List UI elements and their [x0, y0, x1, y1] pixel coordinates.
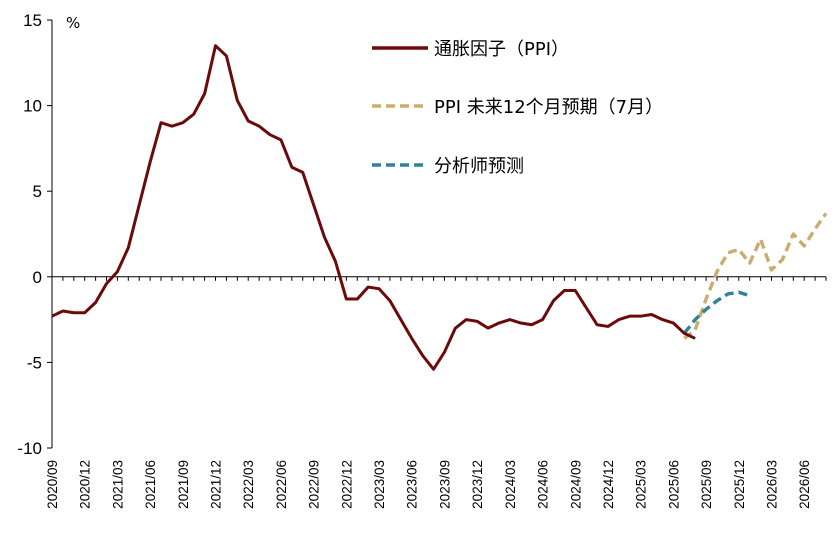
x-tick-label: 2025/09 [699, 460, 714, 509]
x-tick-label: 2024/09 [568, 460, 583, 509]
x-tick-label: 2020/09 [45, 460, 60, 509]
y-tick-label: 5 [33, 182, 42, 201]
x-tick-label: 2026/03 [764, 460, 779, 509]
legend: 通胀因子（PPI） PPI 未来12个月预期（7月） 分析师预测 [372, 39, 663, 177]
x-tick-label: 2023/03 [372, 460, 387, 509]
x-tick-label: 2023/06 [405, 460, 420, 509]
legend-label-1: PPI 未来12个月预期（7月） [434, 97, 663, 118]
x-tick-label: 2024/12 [601, 460, 616, 509]
x-tick-label: 2022/03 [241, 460, 256, 509]
legend-label-2: 分析师预测 [434, 156, 524, 177]
series-line-0 [51, 44, 696, 371]
unit-label: % [66, 14, 80, 32]
x-tick-label: 2020/12 [78, 460, 93, 509]
x-tick-label: 2023/12 [470, 460, 485, 509]
x-tick-label: 2021/12 [209, 460, 224, 509]
y-tick-label: 15 [23, 11, 42, 30]
legend-label-0: 通胀因子（PPI） [434, 39, 569, 60]
x-tick-label: 2021/06 [143, 460, 158, 509]
series-line-1 [683, 212, 828, 340]
x-tick-label: 2022/09 [307, 460, 322, 509]
series-line-2 [682, 290, 751, 335]
x-tick-label: 2022/06 [274, 460, 289, 509]
x-tick-label: 2025/03 [634, 460, 649, 509]
x-tick-label: 2024/06 [536, 460, 551, 509]
x-tick-label: 2021/03 [110, 460, 125, 509]
y-tick-label: 10 [23, 97, 42, 116]
x-tick-label: 2026/06 [797, 460, 812, 509]
y-tick-label: 0 [33, 268, 42, 287]
series-lines [51, 44, 828, 371]
x-tick-label: 2025/06 [666, 460, 681, 509]
x-tick-label: 2022/12 [339, 460, 354, 509]
x-tick-label: 2021/09 [176, 460, 191, 509]
x-tick-label: 2024/03 [503, 460, 518, 509]
y-tick-label: -10 [17, 439, 42, 458]
y-tick-label: -5 [27, 353, 42, 372]
x-tick-label: 2023/09 [437, 460, 452, 509]
x-tick-label: 2025/12 [732, 460, 747, 509]
